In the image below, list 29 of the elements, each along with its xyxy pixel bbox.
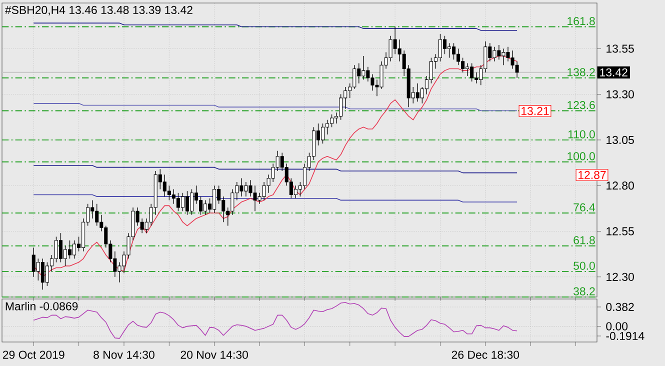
- text: 12.87: [578, 170, 606, 180]
- annotation: 76.4: [574, 203, 596, 212]
- y-tick-label: 13.05: [606, 136, 634, 144]
- ref-line-label: 13.42: [600, 68, 628, 76]
- annotation: 138.2: [568, 68, 595, 76]
- y-tick-label: 12.30: [606, 272, 634, 281]
- chart-title: #SBH20,H4 13.46 13.48 13.39 13.42: [4, 6, 192, 16]
- text: 13.21: [522, 106, 549, 116]
- y-tick-label: 12.80: [606, 182, 634, 190]
- annotation: 123.6: [568, 101, 595, 110]
- candlestick: [190, 188, 194, 216]
- y-tick-label: 0.382: [606, 302, 634, 312]
- x-tick-label: 26 Dec 18:30: [452, 350, 520, 359]
- annotation: 61.8: [574, 236, 595, 244]
- annotation: 50.0: [574, 262, 595, 270]
- x-tick-label: 29 Oct 2019: [2, 350, 64, 359]
- y-tick-label: 12.55: [606, 227, 634, 236]
- y-tick-label: 13.55: [606, 44, 634, 53]
- annotation: 161.8: [568, 17, 595, 26]
- candlestick: [442, 36, 447, 54]
- x-tick-label: 20 Nov 14:30: [180, 350, 248, 359]
- y-tick-label: 0.00: [606, 322, 628, 330]
- annotation: 110.0: [568, 130, 595, 138]
- annotation: 38.2: [574, 287, 595, 296]
- x-tick-label: 8 Nov 14:30: [94, 350, 154, 359]
- annotation: 100.0: [568, 152, 595, 160]
- y-tick-label: 13.30: [606, 90, 634, 98]
- chart-title: Marlin -0.0869: [6, 302, 78, 310]
- y-tick-label: -0.1914: [606, 332, 644, 340]
